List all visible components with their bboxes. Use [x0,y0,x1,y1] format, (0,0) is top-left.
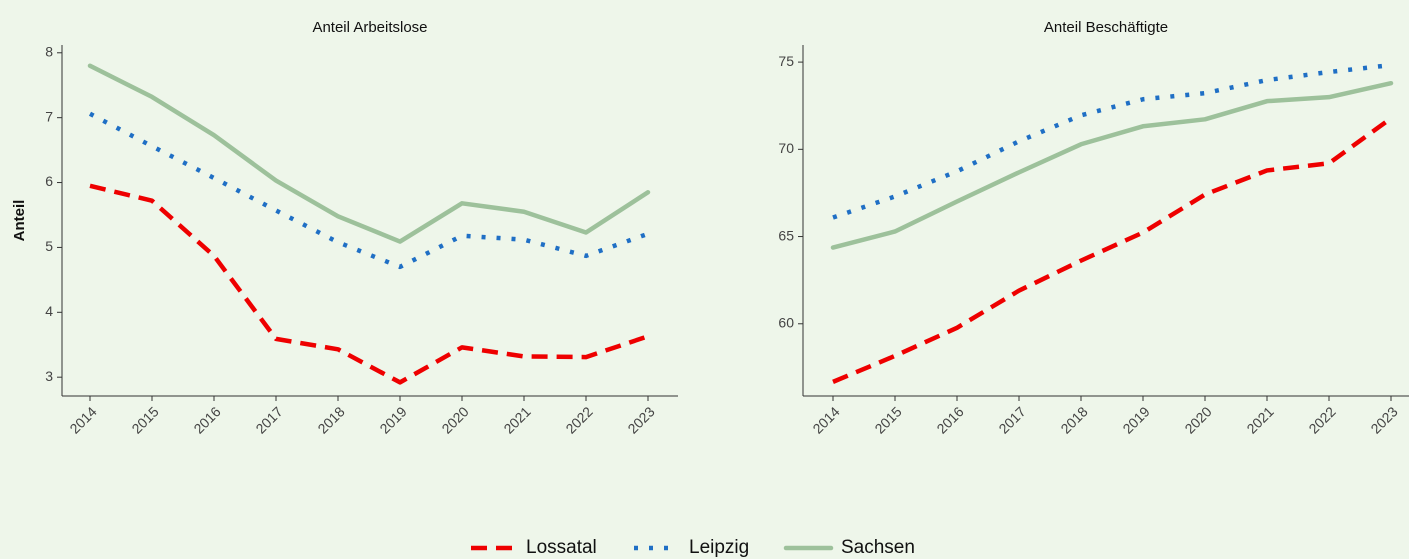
y-tick-label: 75 [778,53,794,69]
x-tick-label: 2015 [871,403,904,436]
y-tick-label: 60 [778,314,794,330]
x-tick-label: 2019 [1119,403,1152,436]
x-tick-label: 2017 [252,403,285,436]
x-tick-label: 2018 [1057,403,1090,436]
legend-label: Lossatal [526,537,597,558]
x-tick-label: 2016 [190,403,223,436]
y-tick-label: 3 [45,368,53,384]
y-tick-label: 5 [45,238,53,254]
x-tick-label: 2023 [1367,403,1400,436]
x-tick-label: 2021 [1243,403,1276,436]
series-line [87,63,651,244]
x-tick-label: 2020 [438,403,471,436]
x-tick-label: 2022 [1305,403,1338,436]
legend-label: Leipzig [689,537,749,558]
x-tick-label: 2021 [500,403,533,436]
y-tick-label: 4 [45,303,53,319]
series-line [832,62,1392,220]
y-tick-label: 70 [778,140,794,156]
panel-title: Anteil Beschäftigte [1044,19,1168,36]
x-tick-label: 2022 [562,403,595,436]
y-tick-label: 8 [45,43,53,59]
y-axis-title: Anteil [11,200,28,242]
y-tick-label: 7 [45,108,53,124]
panel-title: Anteil Arbeitslose [312,19,427,36]
series-line [88,111,649,270]
x-tick-label: 2015 [128,403,161,436]
x-tick-label: 2023 [624,403,657,436]
x-tick-label: 2014 [66,403,99,436]
y-tick-label: 6 [45,173,53,189]
series-line [832,116,1393,384]
x-tick-label: 2016 [933,403,966,436]
series-line [830,80,1394,250]
x-tick-label: 2019 [376,403,409,436]
legend-label: Sachsen [841,537,915,558]
x-tick-label: 2017 [995,403,1028,436]
x-tick-label: 2020 [1181,403,1214,436]
y-tick-label: 65 [778,227,794,243]
x-tick-label: 2018 [314,403,347,436]
series-line [89,183,649,385]
x-tick-label: 2014 [809,403,842,436]
